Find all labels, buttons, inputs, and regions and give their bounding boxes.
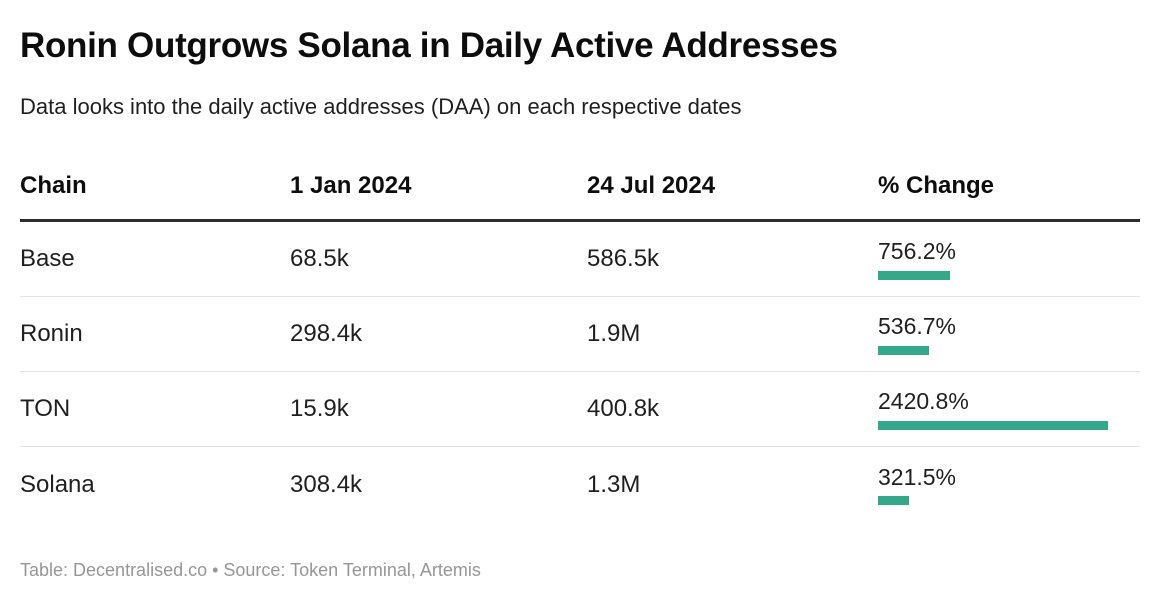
column-header-jul-24-2024: 24 Jul 2024 xyxy=(587,172,716,200)
jan-value: 68.5k xyxy=(290,245,349,273)
jul-value: 1.3M xyxy=(587,470,641,498)
column-header-jan-1-2024: 1 Jan 2024 xyxy=(290,172,412,200)
pct-change-bar xyxy=(878,420,1108,430)
table-row-ton: TON 15.9k 400.8k 2420.8% xyxy=(20,372,1140,448)
chain-name: Base xyxy=(20,245,75,273)
column-header-chain: Chain xyxy=(20,172,87,200)
table-row-solana: Solana 308.4k 1.3M 321.5% xyxy=(20,447,1140,522)
page-title: Ronin Outgrows Solana in Daily Active Ad… xyxy=(20,26,838,65)
pct-change-label: 321.5% xyxy=(878,463,957,490)
pct-change-label: 536.7% xyxy=(878,313,957,340)
pct-change-label: 756.2% xyxy=(878,238,957,265)
jul-value: 1.9M xyxy=(587,320,641,348)
chain-name: Solana xyxy=(20,470,95,498)
jan-value: 308.4k xyxy=(290,470,363,498)
column-header-pct-change: % Change xyxy=(878,172,995,200)
pct-change-bar xyxy=(878,345,929,355)
jul-value: 400.8k xyxy=(587,395,660,423)
table-header-row: Chain 1 Jan 2024 24 Jul 2024 % Change xyxy=(20,172,1140,223)
table-row-base: Base 68.5k 586.5k 756.2% xyxy=(20,222,1140,298)
pct-change-bar xyxy=(878,270,950,280)
pct-change-cell: 2420.8% xyxy=(878,388,1140,430)
pct-change-cell: 321.5% xyxy=(878,464,1140,506)
subtitle: Data looks into the daily active address… xyxy=(20,93,742,119)
jan-value: 298.4k xyxy=(290,320,363,348)
table-row-ronin: Ronin 298.4k 1.9M 536.7% xyxy=(20,297,1140,373)
chart-card: Ronin Outgrows Solana in Daily Active Ad… xyxy=(20,26,1140,581)
pct-change-label: 2420.8% xyxy=(878,388,969,415)
source-credit: Table: Decentralised.co • Source: Token … xyxy=(20,560,481,581)
jan-value: 15.9k xyxy=(290,395,349,423)
daa-table: Chain 1 Jan 2024 24 Jul 2024 % Change Ba… xyxy=(20,172,1140,522)
chain-name: Ronin xyxy=(20,320,83,348)
pct-change-cell: 536.7% xyxy=(878,313,1140,355)
chain-name: TON xyxy=(20,395,71,423)
pct-change-cell: 756.2% xyxy=(878,238,1140,280)
pct-change-bar xyxy=(878,496,909,506)
jul-value: 586.5k xyxy=(587,245,660,273)
